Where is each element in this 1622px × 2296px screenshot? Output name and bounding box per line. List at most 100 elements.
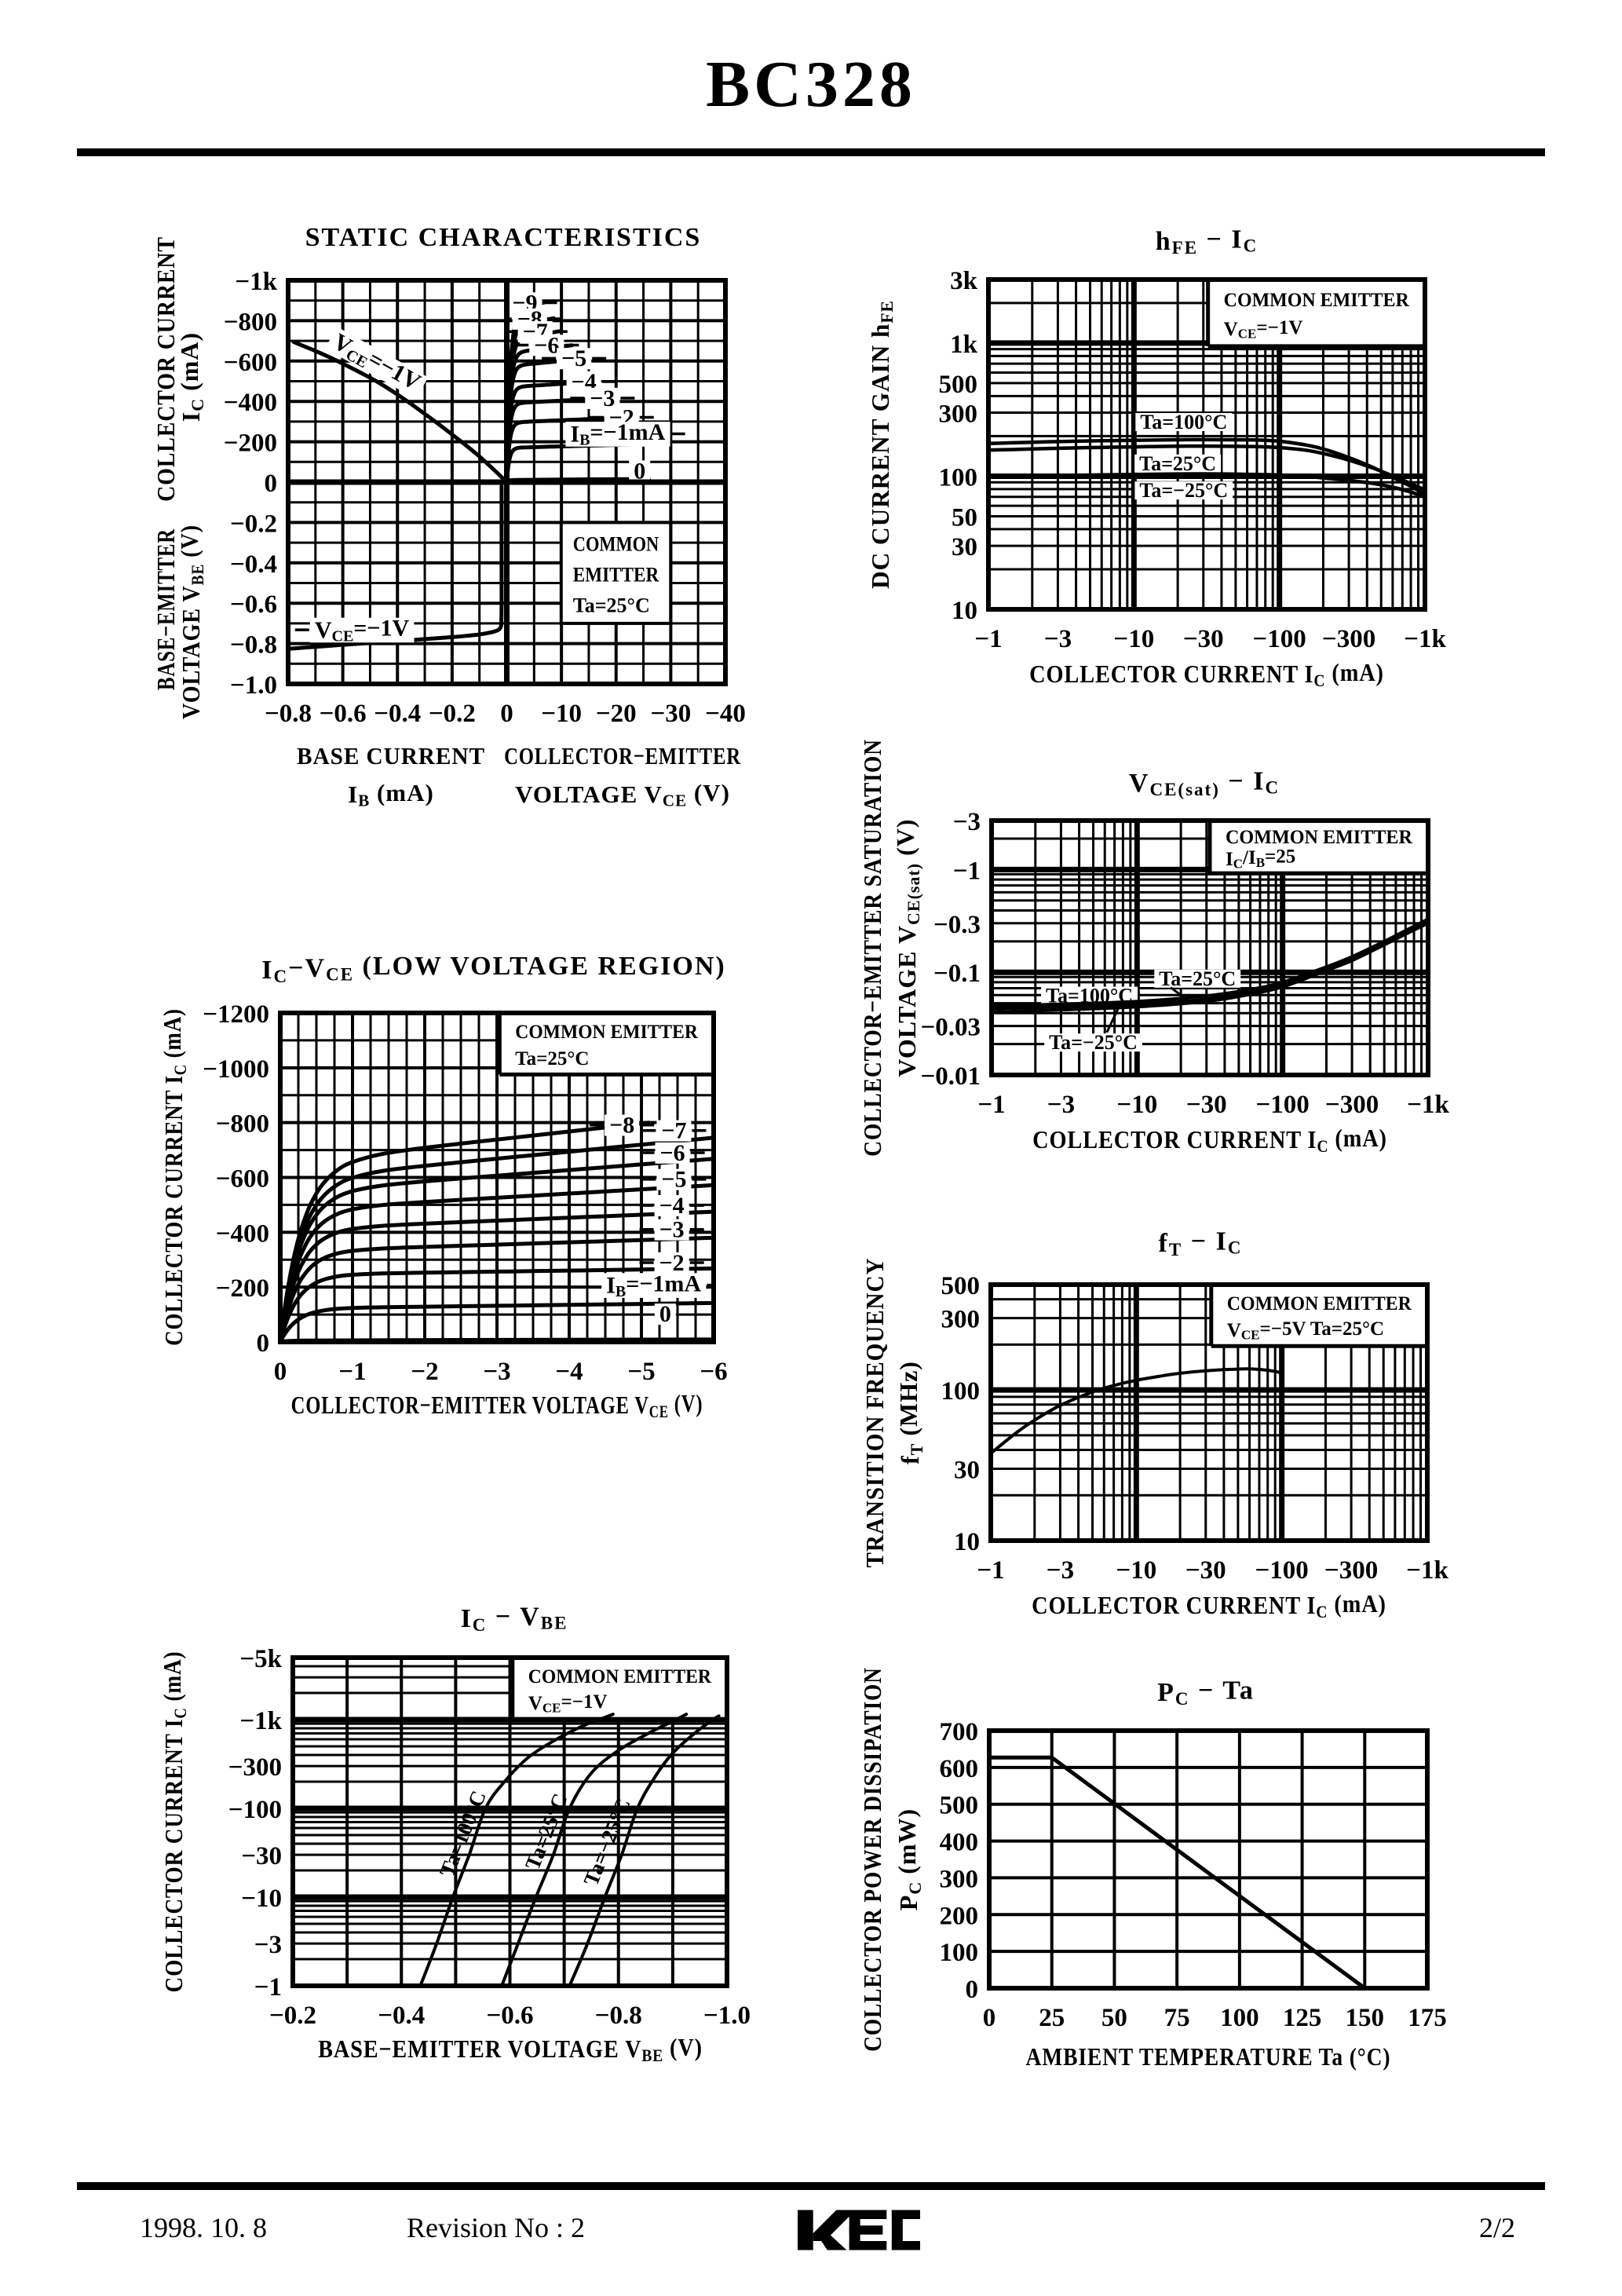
svg-text:−1.0: −1.0 [703, 2002, 751, 2030]
series-vce-1v-transfer [291, 339, 509, 484]
svg-text:−3: −3 [953, 808, 981, 836]
svg-text:−3: −3 [659, 1217, 685, 1243]
svg-text:COLLECTOR CURRENT IC (mA): COLLECTOR CURRENT IC (mA) [159, 1008, 190, 1346]
svg-text:125: 125 [1283, 2004, 1322, 2032]
svg-text:10: 10 [952, 597, 977, 625]
svg-text:AMBIENT TEMPERATURE Ta (°C): AMBIENT TEMPERATURE Ta (°C) [1026, 2043, 1391, 2071]
svg-text:BASE−EMITTER VOLTAGE VBE (V: BASE−EMITTER VOLTAGE VBE (V) [318, 2033, 703, 2065]
x-tick-labels: −1 −3 −10 −30 −100 −300 −1k [977, 1556, 1448, 1585]
x-tick-labels: 0 25 50 75 100 125 150 175 [983, 2004, 1447, 2032]
x-axis-title: COLLECTOR CURRENT IC (mA) [1029, 658, 1383, 690]
curve-label: −3 [654, 1217, 689, 1243]
svg-text:COLLECTOR CURRENT IC (mA): COLLECTOR CURRENT IC (mA) [159, 1651, 190, 1993]
y-axis-title: COLLECTOR CURRENT IC (mA) [159, 1651, 190, 1993]
svg-text:0: 0 [983, 2004, 996, 2032]
y-tick-labels: 0 100 200 300 400 500 600 700 [940, 1718, 979, 2004]
svg-text:−3: −3 [254, 1931, 282, 1959]
svg-text:−0.8: −0.8 [265, 700, 312, 728]
svg-text:VCE=−1V: VCE=−1V [1224, 317, 1303, 342]
svg-text:COMMON: COMMON [573, 533, 659, 556]
curve-label: Ta=25°C [1134, 452, 1222, 475]
svg-text:−0.3: −0.3 [933, 911, 981, 939]
y-tick-labels: −1200 −1000 −800 −600 −400 −200 0 [203, 1000, 269, 1358]
svg-text:−5: −5 [627, 1358, 655, 1386]
svg-text:VCE=−1V: VCE=−1V [315, 616, 410, 645]
svg-text:−2: −2 [411, 1358, 438, 1386]
footer-page-number: 2/2 [1479, 2212, 1516, 2243]
svg-text:−1: −1 [338, 1358, 366, 1386]
chart-title: hFE − IC [1156, 225, 1259, 258]
svg-text:hFE − IC: hFE − IC [1156, 225, 1259, 258]
y-axis-title: DC CURRENT GAIN hFE [867, 300, 897, 589]
svg-text:−800: −800 [224, 308, 277, 336]
svg-text:75: 75 [1164, 2004, 1190, 2032]
y-axis-title: COLLECTOR CURRENT [152, 236, 180, 502]
svg-text:−8: −8 [609, 1113, 634, 1139]
svg-text:0: 0 [274, 1358, 287, 1386]
curve-label: 0 [654, 1301, 676, 1327]
curve-label: Ta=−25°C [1044, 1031, 1142, 1054]
svg-text:Ta=25°C: Ta=25°C [1159, 967, 1236, 990]
svg-text:200: 200 [940, 1902, 979, 1930]
plot-border [988, 1282, 1430, 1543]
svg-text:−10: −10 [1116, 1556, 1156, 1585]
svg-text:100: 100 [1220, 2004, 1259, 2032]
x-axis-title: COLLECTOR CURRENT IC (mA) [1032, 1124, 1386, 1156]
svg-text:−0.4: −0.4 [230, 550, 277, 579]
svg-text:−5k: −5k [239, 1645, 282, 1673]
plot-border [286, 278, 728, 686]
svg-text:30: 30 [954, 1456, 980, 1484]
svg-text:−20: −20 [596, 700, 637, 728]
svg-text:0: 0 [966, 1976, 979, 2004]
svg-text:0: 0 [257, 1329, 270, 1358]
svg-text:−1k: −1k [1407, 1091, 1449, 1119]
svg-text:VCE=−5V Ta=25°C: VCE=−5V Ta=25°C [1227, 1318, 1384, 1343]
series-ta-25c [500, 1713, 689, 1987]
svg-text:−600: −600 [224, 349, 277, 377]
svg-text:COMMON EMITTER: COMMON EMITTER [528, 1665, 712, 1687]
series-pc-derating [987, 1755, 1367, 1991]
x-tick-labels: −0.2 −0.4 −0.6 −0.8 −1.0 [269, 2002, 751, 2030]
svg-text:−0.6: −0.6 [230, 590, 277, 619]
y-tick-labels: −5k −1k −300 −100 −30 −10 −3 −1 [228, 1645, 283, 2002]
y-axis-title: IC (mA) [175, 332, 207, 422]
svg-text:IB=−1mA: IB=−1mA [570, 419, 665, 449]
y-axis-title: TRANSITION FREQUENCY [861, 1258, 890, 1568]
svg-text:fT (MHz): fT (MHz) [894, 1361, 926, 1464]
header-rule [77, 148, 1545, 156]
svg-text:−0.03: −0.03 [920, 1014, 981, 1042]
footer-revision: Revision No : 2 [407, 2212, 586, 2243]
svg-text:−1200: −1200 [203, 1000, 269, 1029]
svg-text:−1.0: −1.0 [230, 671, 277, 700]
svg-text:−0.1: −0.1 [933, 960, 981, 988]
svg-text:−800: −800 [216, 1110, 269, 1139]
svg-text:−300: −300 [1324, 1556, 1378, 1585]
legend: COMMON EMITTER Ta=25°C [497, 1013, 714, 1077]
svg-text:−3: −3 [1044, 625, 1072, 653]
svg-text:COMMON EMITTER: COMMON EMITTER [1224, 290, 1409, 312]
svg-text:VOLTAGE VCE (V): VOLTAGE VCE (V) [515, 779, 730, 810]
svg-text:−1k: −1k [239, 1707, 282, 1735]
curve-label: −8 [605, 1113, 640, 1139]
svg-text:400: 400 [940, 1829, 979, 1857]
svg-text:0: 0 [659, 1301, 671, 1327]
plot-border [987, 1728, 1430, 1991]
svg-text:−0.8: −0.8 [595, 2002, 642, 2030]
svg-text:COLLECTOR−EMITTER VOLTAGE VC: COLLECTOR−EMITTER VOLTAGE VCE (V) [291, 1391, 703, 1422]
svg-text:−1: −1 [977, 1091, 1005, 1119]
x-tick-labels: −1 −3 −10 −30 −100 −300 −1k [974, 625, 1446, 653]
chart-title: fT − IC [1159, 1227, 1241, 1260]
svg-text:−400: −400 [224, 389, 277, 417]
svg-text:−5: −5 [561, 345, 586, 371]
svg-text:−600: −600 [216, 1165, 269, 1194]
svg-text:−0.6: −0.6 [320, 700, 367, 728]
svg-text:PC − Ta: PC − Ta [1157, 1676, 1255, 1709]
svg-text:−10: −10 [1113, 625, 1154, 653]
curve-label: IB=−1mA [601, 1270, 707, 1300]
chart-title: VCE(sat) − IC [1129, 767, 1278, 799]
svg-text:Ta=25°C: Ta=25°C [573, 594, 650, 616]
svg-text:175: 175 [1408, 2004, 1447, 2032]
svg-text:IC (mA): IC (mA) [175, 332, 207, 422]
